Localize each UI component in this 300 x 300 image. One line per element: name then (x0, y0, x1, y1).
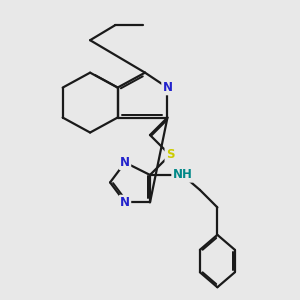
Text: N: N (163, 81, 172, 94)
Text: S: S (166, 148, 174, 161)
Text: N: N (120, 156, 130, 169)
Text: NH: NH (172, 169, 192, 182)
Text: N: N (120, 196, 130, 209)
